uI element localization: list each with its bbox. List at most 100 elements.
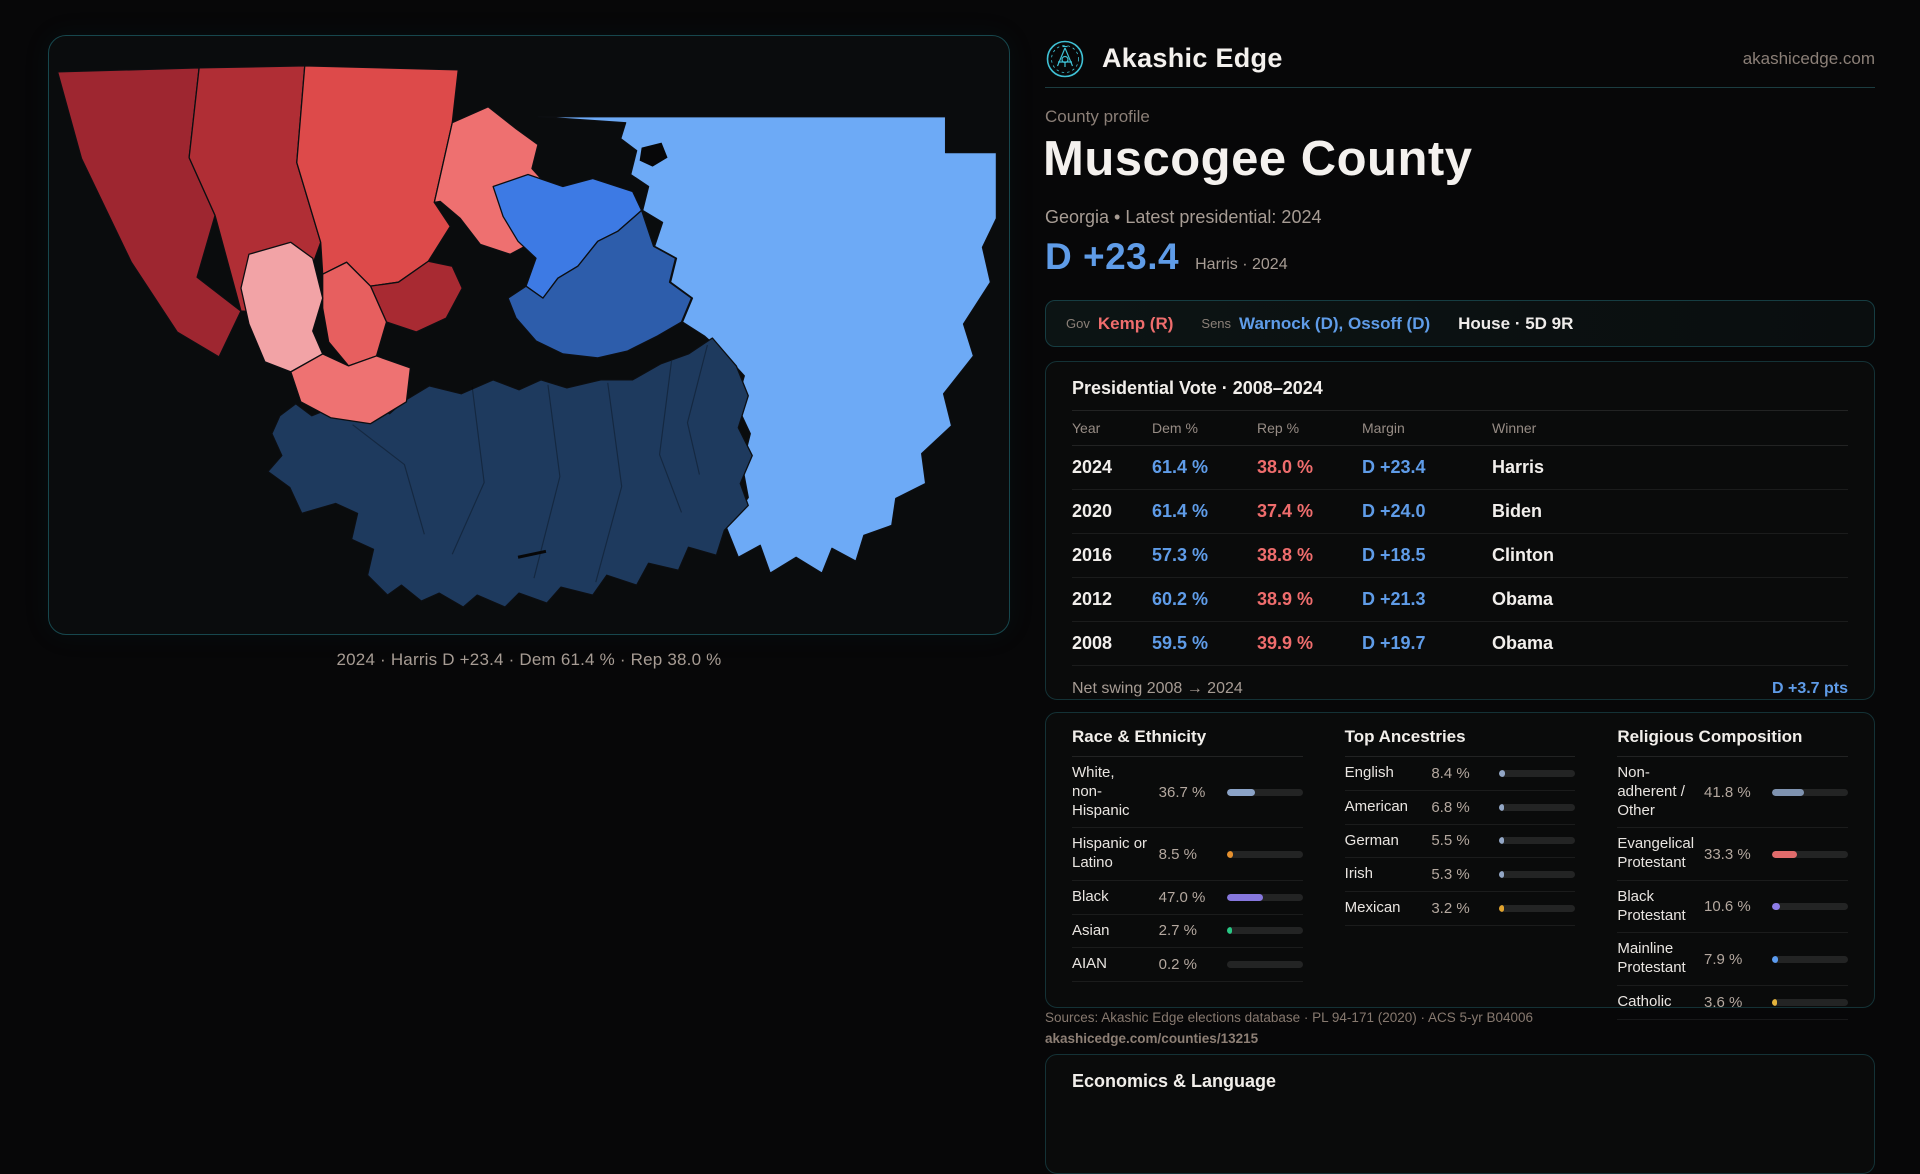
precinct-region-south[interactable]: [267, 337, 753, 608]
presidential-row-2024: 2024 61.4 % 38.0 % D +23.4 Harris: [1072, 446, 1848, 490]
demo-bar-track: [1499, 837, 1576, 845]
demo-row: White, non-Hispanic 36.7 %: [1072, 757, 1303, 829]
demo-bar-fill: [1772, 998, 1777, 1006]
demographics-card: Race & Ethnicity White, non-Hispanic 36.7 …: [1045, 712, 1875, 1020]
cell-w-2016: Clinton: [1492, 545, 1554, 565]
demo-value: 41.8 %: [1704, 783, 1751, 801]
cell-r-2008: 39.9 %: [1257, 633, 1314, 653]
demo-value: 33.3 %: [1704, 845, 1751, 863]
sources-line: Sources: Akashic Edge elections database…: [1045, 1010, 1534, 1025]
sources-url[interactable]: akashicedge.com/counties/13215: [1045, 1031, 1259, 1046]
precinct-region-salmon-south[interactable]: [290, 353, 412, 425]
net-swing-row: Net swing 2008 → 2024 D +3.7 pts: [1072, 666, 1848, 698]
demo-bar-fill: [1772, 788, 1804, 796]
demo-bar-track: [1499, 904, 1576, 912]
cell-m-2020: D +24.0: [1362, 501, 1426, 521]
cell-w-2020: Biden: [1492, 501, 1543, 521]
cell-y-2008: 2008: [1072, 633, 1113, 653]
presidential-table-body: 2024 61.4 % 38.0 % D +23.4 Harris 2020 61.4 % 3…: [1072, 446, 1848, 666]
cell-y-2012: 2012: [1072, 589, 1113, 609]
demo-value: 2.7 %: [1158, 922, 1198, 940]
presidential-row-2012: 2012 60.2 % 38.9 % D +21.3 Obama: [1072, 578, 1848, 622]
demo-bar-track: [1499, 803, 1576, 811]
demo-value: 0.2 %: [1158, 956, 1198, 974]
demo-row: AIAN 0.2 %: [1072, 948, 1303, 982]
demo-label: American: [1344, 797, 1409, 815]
precinct-region-center-darkred[interactable]: [369, 260, 463, 333]
demo-bar-track: [1226, 788, 1303, 796]
demo-panel-top-ancestries: Top Ancestries English 8.4 % American 6.8 % G…: [1344, 727, 1576, 1020]
cell-w-2024: Harris: [1492, 457, 1545, 477]
demo-label: White, non-Hispanic: [1072, 764, 1130, 819]
cell-w-2012: Obama: [1492, 589, 1554, 609]
demo-bar-fill: [1499, 769, 1506, 777]
demo-row: Asian 2.7 %: [1072, 915, 1303, 949]
demo-row: Hispanic or Latino 8.5 %: [1072, 828, 1303, 881]
precinct-region-nw-3[interactable]: [296, 65, 459, 287]
demo-bar-track: [1772, 955, 1848, 963]
demo-value: 6.8 %: [1431, 798, 1470, 816]
precinct-region-medblue[interactable]: [507, 209, 693, 359]
officials-bar: Gov Kemp (R) Sens Warnock (D), Ossoff (D…: [1045, 300, 1875, 347]
presidential-title: Presidential Vote · 2008–2024: [1072, 378, 1848, 411]
demo-bar-track: [1226, 927, 1303, 935]
col-rep: Rep %: [1257, 420, 1300, 436]
demo-bar-fill: [1499, 803, 1505, 811]
demo-value: 5.5 %: [1431, 832, 1470, 850]
demo-label: Mexican: [1344, 899, 1401, 916]
demo-bar-track: [1772, 788, 1848, 796]
demo-value: 5.3 %: [1431, 866, 1470, 884]
cell-m-2016: D +18.5: [1362, 545, 1426, 565]
brand-name: Akashic Edge: [1102, 43, 1283, 73]
economics-title: Economics & Language: [1072, 1071, 1277, 1091]
col-winner: Winner: [1492, 420, 1537, 436]
demo-label: Black Protestant: [1617, 887, 1686, 924]
cell-r-2016: 38.8 %: [1257, 545, 1314, 565]
demo-label: AIAN: [1072, 955, 1108, 973]
demo-value: 8.5 %: [1158, 845, 1198, 863]
demo-bar-fill: [1226, 893, 1263, 901]
county-map[interactable]: [49, 36, 1009, 634]
demo-bar-track: [1772, 850, 1848, 858]
demo-value: 10.6 %: [1704, 898, 1751, 915]
site-domain[interactable]: akashicedge.com: [1742, 48, 1875, 68]
kicker: County profile: [1045, 107, 1150, 126]
precinct-region-pink[interactable]: [240, 241, 324, 373]
demo-label: Mainline Protestant: [1617, 940, 1686, 976]
sens-value: Warnock (D), Ossoff (D): [1239, 313, 1431, 333]
cell-m-2024: D +23.4: [1362, 457, 1426, 477]
demo-value: 3.2 %: [1431, 899, 1470, 917]
demo-panel-religious-composition: Religious Composition Non-adherent / Othe…: [1617, 727, 1848, 1020]
demo-value: 36.7 %: [1158, 783, 1206, 801]
page-subtitle: Georgia • Latest presidential: 2024: [1045, 207, 1322, 227]
cell-d-2016: 57.3 %: [1152, 545, 1209, 565]
col-dem: Dem %: [1152, 420, 1198, 436]
presidential-row-2020: 2020 61.4 % 37.4 % D +24.0 Biden: [1072, 490, 1848, 534]
cell-y-2024: 2024: [1072, 457, 1113, 477]
demo-label: Catholic: [1617, 992, 1672, 1010]
demo-row: Black Protestant 10.6 %: [1617, 881, 1848, 934]
demo-value: 7.9 %: [1704, 950, 1743, 968]
cell-r-2012: 38.9 %: [1257, 589, 1314, 609]
precinct-region-east[interactable]: [537, 116, 998, 574]
map-mark: [517, 549, 547, 559]
demo-row: Catholic 3.6 %: [1617, 986, 1848, 1020]
demo-bar-track: [1772, 903, 1848, 910]
demo-bar-track: [1226, 961, 1303, 969]
demo-row: Irish 5.3 %: [1344, 858, 1576, 892]
demo-label: Irish: [1344, 865, 1373, 883]
cell-d-2008: 59.5 %: [1152, 633, 1209, 653]
demo-row: Black 47.0 %: [1072, 881, 1303, 915]
demo-label: Hispanic or Latino: [1072, 835, 1148, 871]
cell-w-2008: Obama: [1492, 633, 1554, 653]
demo-bar-fill: [1226, 850, 1233, 858]
demo-bar-track: [1772, 998, 1848, 1006]
margin-headline: D +23.4 Harris · 2024: [1045, 236, 1288, 278]
sources-note: Sources: Akashic Edge elections database…: [1045, 1007, 1533, 1049]
cell-d-2012: 60.2 %: [1152, 589, 1209, 609]
demo-label: Non-adherent / Other: [1617, 764, 1685, 819]
demo-row: German 5.5 %: [1344, 825, 1576, 859]
demo-bar-fill: [1226, 788, 1255, 796]
demo-value: 3.6 %: [1704, 993, 1743, 1011]
col-margin: Margin: [1362, 420, 1405, 436]
